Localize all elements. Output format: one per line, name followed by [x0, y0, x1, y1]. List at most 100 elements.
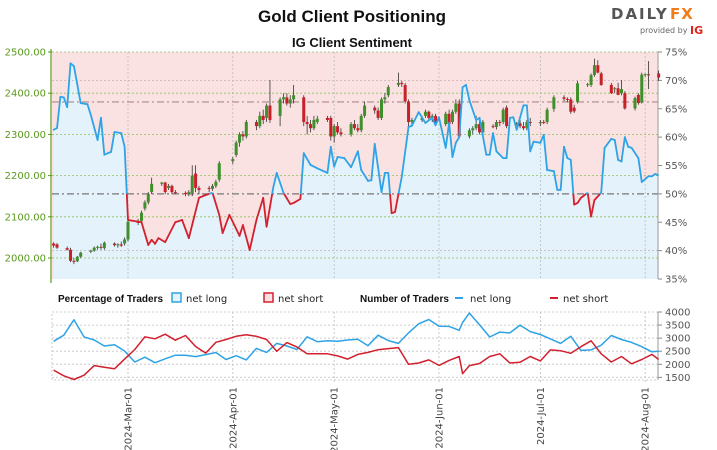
candle-up — [217, 163, 221, 180]
sentiment-line-segment — [110, 131, 116, 153]
sentiment-line-segment — [221, 213, 231, 234]
candle-down — [329, 117, 333, 137]
candle-down — [254, 122, 258, 127]
candle-down — [434, 115, 438, 125]
candle-down — [55, 244, 59, 248]
sentiment-line-segment — [580, 193, 587, 199]
candle-up — [292, 95, 296, 100]
sentiment-line-segment — [336, 156, 346, 160]
sentiment-line-segment — [113, 131, 123, 135]
sentiment-line-segment — [620, 136, 626, 163]
sentiment-line-segment — [238, 224, 244, 237]
candle-down — [491, 126, 495, 128]
candle-up — [244, 122, 248, 137]
sentiment-line-segment — [586, 193, 592, 217]
sentiment-line-segment — [637, 157, 643, 183]
sentiment-line-segment — [492, 132, 498, 153]
sentiment-line-segment — [211, 193, 221, 216]
sentiment-line-segment — [593, 193, 601, 201]
legend-num-long: net long — [470, 294, 511, 305]
sentiment-line-segment — [411, 111, 420, 127]
sentiment-line-segment — [282, 192, 285, 195]
sentiment-line-segment — [488, 132, 494, 156]
candle-down — [565, 98, 569, 100]
sentiment-line-segment — [559, 145, 565, 191]
candle-up — [633, 98, 637, 109]
dailyfx-logo: DAILY FX provided by IG — [611, 5, 703, 37]
sentiment-line-segment — [329, 145, 336, 168]
sentiment-line-segment — [164, 221, 177, 244]
sentiment-line-segment — [515, 104, 525, 131]
candle-up — [613, 88, 617, 90]
candle-up — [450, 111, 454, 123]
sentiment-line-segment — [397, 176, 403, 195]
sentiment-line-segment — [468, 99, 478, 121]
sentiment-line-segment — [242, 224, 251, 251]
candle-down — [569, 99, 573, 112]
sentiment-line-segment — [326, 145, 332, 174]
candle-up — [140, 212, 144, 221]
candle-up — [640, 74, 644, 103]
candle-down — [407, 101, 411, 123]
sentiment-line-segment — [309, 164, 319, 170]
candle-up — [423, 111, 427, 116]
date-tick-label: 2024-Apr-01 — [228, 387, 239, 449]
sentiment-line-segment — [218, 213, 224, 234]
sentiment-line-segment — [262, 196, 268, 228]
sentiment-line-segment — [444, 122, 451, 149]
candle-down — [427, 111, 431, 118]
sentiment-line-segment — [333, 156, 339, 168]
candle-up — [92, 247, 96, 251]
candle-up — [234, 142, 238, 155]
candle-down — [373, 107, 377, 111]
sentiment-line-segment — [389, 193, 393, 214]
sentiment-line-segment — [654, 173, 659, 177]
sentiment-line-segment — [505, 116, 511, 160]
sentiment-line-segment — [394, 193, 400, 213]
date-tick-label: 2024-Jul-01 — [536, 387, 547, 445]
sentiment-line-segment — [157, 237, 167, 244]
candle-down — [498, 122, 502, 124]
candle-up — [494, 122, 498, 127]
candle-down — [657, 73, 661, 78]
legend-num-heading: Number of Traders — [360, 294, 449, 305]
sentiment-line-segment — [454, 136, 461, 144]
pct-tick-label: 50% — [665, 189, 687, 200]
candle-down — [403, 84, 407, 102]
candle-down — [528, 122, 532, 124]
candle-up — [281, 97, 285, 100]
candle-down — [173, 192, 177, 194]
candle-up — [410, 119, 414, 123]
legend: Percentage of Traders net long net short… — [58, 292, 608, 305]
price-tick-label: 2100.00 — [5, 212, 46, 223]
pct-tick-label: 70% — [665, 76, 687, 87]
candle-up — [123, 239, 127, 244]
sentiment-line-segment — [120, 132, 126, 148]
sentiment-line-segment — [103, 150, 112, 156]
sentiment-line-segment — [623, 136, 630, 148]
candle-down — [309, 124, 313, 129]
candle-up — [211, 185, 214, 189]
candle-down — [518, 123, 522, 127]
sentiment-line-segment — [458, 86, 464, 139]
candle-up — [525, 122, 529, 129]
sentiment-line-segment — [431, 116, 437, 127]
sentiment-line-segment — [125, 193, 129, 221]
logo-fx: FX — [670, 5, 694, 23]
sentiment-line-segment — [438, 116, 447, 149]
date-tick-label: 2024-May-01 — [330, 387, 341, 450]
candle-up — [89, 250, 93, 252]
count-tick-label: 1500 — [665, 373, 690, 384]
candle-up — [471, 128, 475, 131]
sentiment-line-segment — [66, 62, 72, 108]
candle-up — [538, 122, 542, 124]
candle-down — [609, 84, 613, 94]
candle-down — [647, 74, 651, 76]
candle-up — [576, 83, 580, 102]
sentiment-line-segment — [512, 116, 518, 131]
candle-up — [278, 99, 282, 116]
sentiment-line-segment — [86, 103, 92, 116]
sentiment-line-segment — [356, 150, 363, 171]
candle-up — [79, 252, 83, 257]
